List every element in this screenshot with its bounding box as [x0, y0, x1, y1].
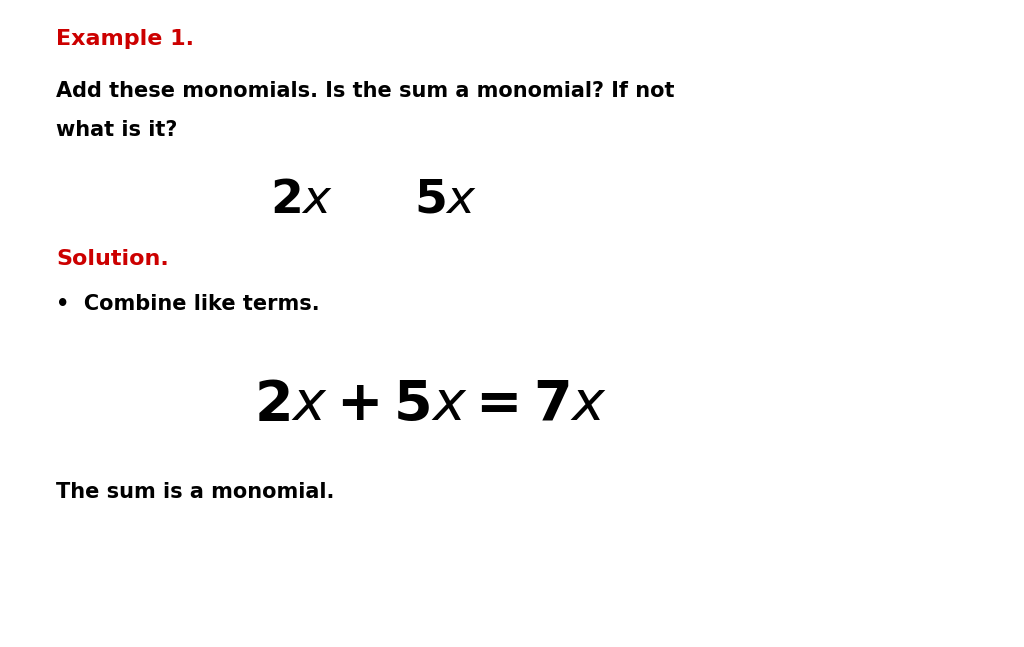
Text: $\mathbf{5\mathit{x}}$: $\mathbf{5\mathit{x}}$	[414, 178, 477, 223]
Text: Solution.: Solution.	[56, 249, 169, 269]
Text: what is it?: what is it?	[56, 120, 178, 140]
Text: The sum is a monomial.: The sum is a monomial.	[56, 482, 335, 502]
Text: $\mathbf{2\mathit{x}}$: $\mathbf{2\mathit{x}}$	[270, 178, 334, 223]
Text: $\mathbf{2\mathit{x}+5\mathit{x}=7\mathit{x}}$: $\mathbf{2\mathit{x}+5\mathit{x}=7\mathi…	[254, 378, 606, 432]
Text: Add these monomials. Is the sum a monomial? If not: Add these monomials. Is the sum a monomi…	[56, 81, 675, 101]
Text: Example 1.: Example 1.	[56, 29, 195, 49]
Text: •  Combine like terms.: • Combine like terms.	[56, 294, 319, 314]
